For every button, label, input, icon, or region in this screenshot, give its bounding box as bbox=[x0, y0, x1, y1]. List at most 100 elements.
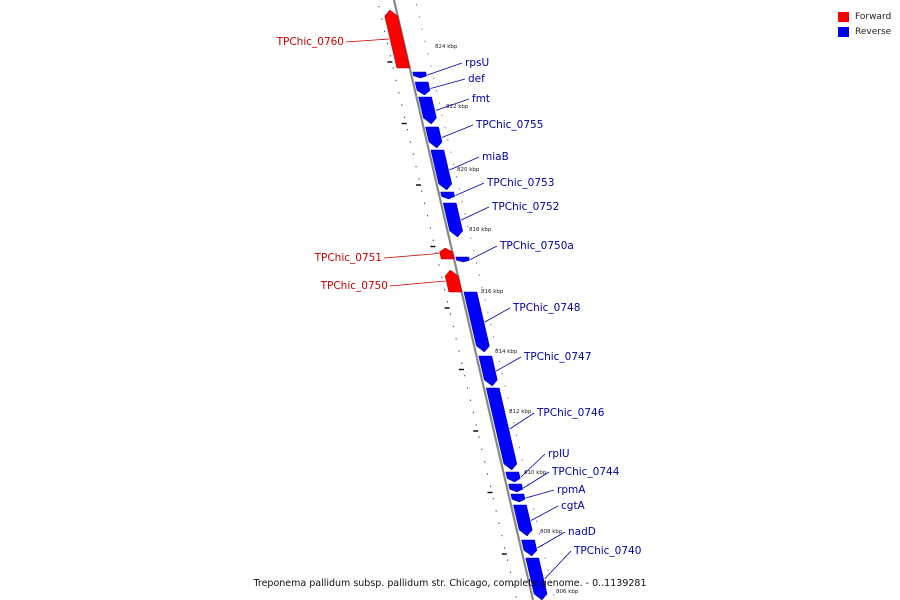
gene-arrow-def[interactable] bbox=[414, 81, 431, 96]
guide-dot bbox=[433, 77, 435, 80]
gene-arrow-tpchic-0753[interactable] bbox=[440, 191, 455, 200]
leader-tpchic-0760 bbox=[345, 38, 390, 43]
guide-dot bbox=[510, 409, 512, 412]
gene-label-tpchic-0750a[interactable]: TPChic_0750a bbox=[499, 240, 574, 252]
guide-dot bbox=[496, 348, 498, 350]
ruler-minor-tick bbox=[475, 424, 477, 426]
gene-arrow-fmt[interactable] bbox=[418, 96, 437, 125]
gene-arrow-tpchic-0747[interactable] bbox=[478, 355, 498, 387]
ruler-minor-tick bbox=[458, 350, 460, 352]
guide-dot bbox=[487, 311, 489, 313]
gene-label-rpsu[interactable]: rpsU bbox=[465, 57, 489, 69]
gene-arrow-cgta[interactable] bbox=[513, 504, 533, 537]
guide-dot bbox=[467, 225, 469, 227]
gene-label-tpchic-0746[interactable]: TPChic_0746 bbox=[536, 407, 605, 419]
guide-dot bbox=[507, 397, 509, 399]
gene-label-tpchic-0760[interactable]: TPChic_0760 bbox=[276, 36, 344, 48]
gene-label-cgta[interactable]: cgtA bbox=[561, 500, 586, 512]
gene-label-def[interactable]: def bbox=[468, 73, 485, 85]
guide-dot bbox=[435, 90, 437, 92]
ruler-minor-tick bbox=[515, 596, 517, 598]
guide-dot bbox=[544, 557, 546, 559]
guide-dot bbox=[424, 40, 426, 43]
guide-dot bbox=[524, 471, 526, 473]
gene-label-tpchic-0755[interactable]: TPChic_0755 bbox=[475, 119, 543, 131]
guide-dot bbox=[538, 532, 540, 535]
leader-tpchic-0746 bbox=[509, 412, 535, 430]
ruler-minor-tick bbox=[404, 116, 406, 118]
legend-reverse: Reverse bbox=[838, 24, 891, 39]
gene-arrow-rpma[interactable] bbox=[510, 493, 526, 503]
gene-arrow-tpchic-0744[interactable] bbox=[508, 483, 524, 493]
tick-label: 814 kbp bbox=[495, 349, 518, 355]
guide-dot bbox=[418, 16, 420, 18]
guide-dot bbox=[513, 422, 515, 424]
gene-label-fmt[interactable]: fmt bbox=[472, 93, 490, 105]
gene-label-tpchic-0750[interactable]: TPChic_0750 bbox=[320, 280, 388, 292]
genome-caption: Treponema pallidum subsp. pallidum str. … bbox=[253, 578, 647, 589]
guide-dot bbox=[447, 139, 449, 141]
ruler-minor-tick bbox=[452, 325, 454, 328]
ruler-minor-tick bbox=[467, 387, 469, 389]
gene-arrow-tpchic-0755[interactable] bbox=[425, 126, 443, 149]
ruler-minor-tick bbox=[401, 104, 403, 106]
ruler-minor-tick bbox=[381, 18, 383, 20]
ruler-minor-tick bbox=[504, 547, 506, 549]
guide-dot bbox=[550, 582, 552, 584]
ruler-minor-tick bbox=[424, 202, 426, 205]
legend: Forward Reverse bbox=[838, 9, 891, 39]
gene-arrow-tpchic-0748[interactable] bbox=[463, 291, 490, 353]
label-leaders bbox=[345, 38, 572, 580]
gene-label-tpchic-0753[interactable]: TPChic_0753 bbox=[486, 177, 554, 189]
gene-arrow-miab[interactable] bbox=[430, 149, 453, 191]
gene-label-tpchic-0740[interactable]: TPChic_0740 bbox=[573, 545, 641, 557]
gene-label-tpchic-0747[interactable]: TPChic_0747 bbox=[523, 351, 591, 363]
ruler-minor-tick bbox=[464, 375, 466, 377]
gene-label-tpchic-0748[interactable]: TPChic_0748 bbox=[512, 302, 580, 314]
guide-dot bbox=[547, 569, 549, 572]
gene-label-tpchic-0744[interactable]: TPChic_0744 bbox=[551, 466, 620, 478]
gene-arrow-rpsu[interactable] bbox=[412, 71, 427, 79]
tick-labels: 824 kbp 822 kbp 820 kbp 818 kbp 816 kbp 814 k… bbox=[435, 44, 579, 595]
gene-label-tpchic-0751[interactable]: TPChic_0751 bbox=[314, 252, 382, 264]
reverse-swatch bbox=[838, 26, 849, 37]
leader-tpchic-0740 bbox=[544, 550, 572, 580]
guide-dot bbox=[473, 250, 475, 252]
gene-arrow-tpchic-0740[interactable] bbox=[525, 557, 548, 600]
guide-dot bbox=[441, 114, 443, 116]
guide-dot bbox=[430, 65, 432, 67]
tick-label: 820 kbp bbox=[457, 167, 480, 173]
gene-arrow-tpchic-0750a[interactable] bbox=[455, 256, 470, 263]
legend-reverse-label: Reverse bbox=[855, 26, 892, 37]
ruler-minor-tick bbox=[438, 264, 440, 266]
gene-label-rpma[interactable]: rpmA bbox=[557, 484, 586, 496]
gene-arrow-nadd[interactable] bbox=[521, 539, 538, 557]
ruler-minor-tick bbox=[492, 498, 494, 500]
gene-label-nadd[interactable]: nadD bbox=[568, 526, 596, 538]
gene-arrow-tpchic-0751[interactable] bbox=[439, 247, 455, 260]
ruler-minor-tick bbox=[412, 153, 414, 155]
gene-arrow-tpchic-0752[interactable] bbox=[442, 202, 463, 238]
ruler-minor-tick bbox=[444, 288, 446, 291]
guide-dot bbox=[438, 102, 440, 104]
ruler-minor-tick bbox=[484, 461, 486, 463]
ruler-minor-tick bbox=[415, 165, 417, 168]
gene-label-tpchic-0752[interactable]: TPChic_0752 bbox=[491, 201, 559, 213]
ruler-minor-tick bbox=[461, 362, 463, 364]
gene-arrow-rplu[interactable] bbox=[505, 471, 521, 483]
leader-rplu bbox=[520, 453, 546, 478]
legend-forward: Forward bbox=[838, 9, 891, 24]
leader-tpchic-0751 bbox=[383, 253, 439, 259]
gene-label-miab[interactable]: miaB bbox=[482, 151, 509, 163]
ruler-minor-tick bbox=[384, 30, 386, 32]
tick-label: 806 kbp bbox=[556, 589, 579, 595]
gene-arrow-tpchic-0746[interactable] bbox=[485, 387, 518, 471]
ruler-minor-tick bbox=[389, 55, 391, 57]
guide-dot bbox=[455, 176, 457, 178]
gene-label-rplu[interactable]: rplU bbox=[548, 448, 570, 460]
gene-arrow-tpchic-0750[interactable] bbox=[444, 269, 463, 293]
guide-dot bbox=[484, 299, 486, 301]
ruler-minor-tick bbox=[432, 239, 434, 241]
gene-arrow-tpchic-0760[interactable] bbox=[384, 9, 411, 69]
leader-tpchic-0755 bbox=[441, 124, 474, 138]
